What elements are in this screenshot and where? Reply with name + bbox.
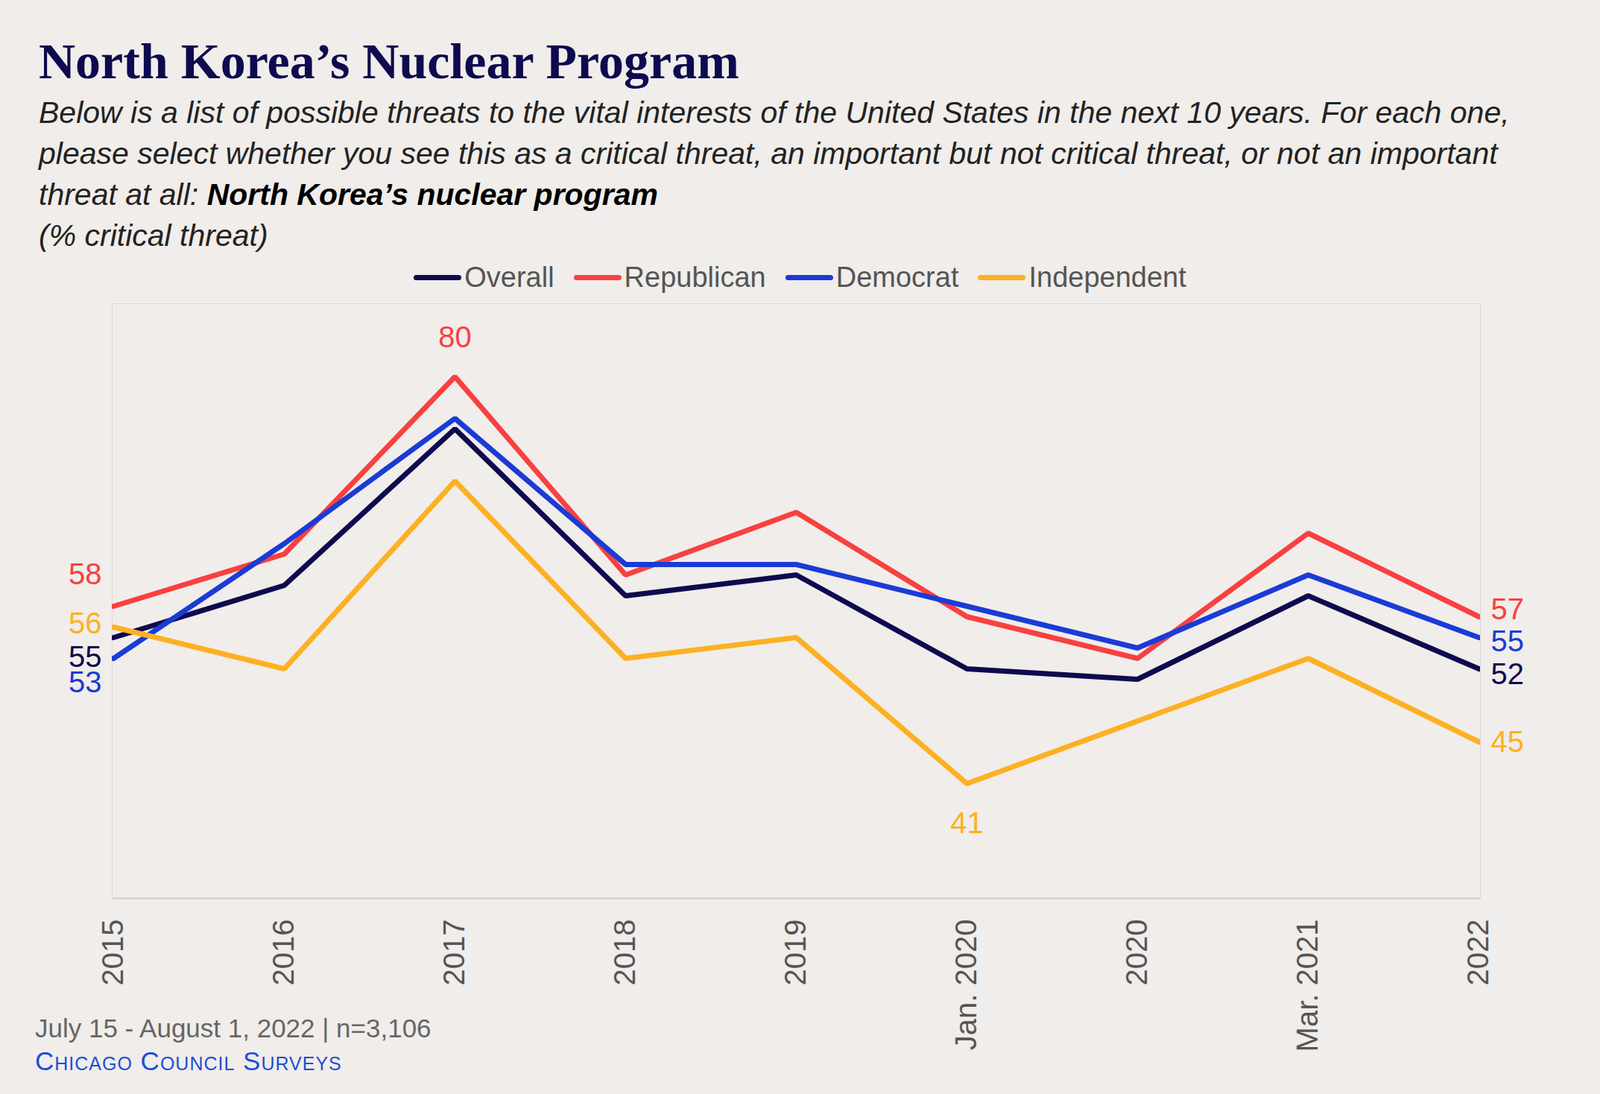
- svg-text:Jan. 2020: Jan. 2020: [949, 919, 983, 1051]
- svg-text:Mar. 2021: Mar. 2021: [1290, 919, 1324, 1053]
- svg-text:2016: 2016: [266, 919, 300, 986]
- svg-text:58: 58: [68, 557, 103, 591]
- html-text:(% critical threat): (% critical threat): [38, 218, 268, 253]
- svg-text:55: 55: [68, 640, 102, 674]
- svg-text:53: 53: [68, 665, 103, 699]
- html-text:Independent: Independent: [1028, 261, 1187, 293]
- svg-text:80: 80: [438, 320, 472, 354]
- svg-text:2019: 2019: [778, 919, 812, 986]
- svg-text:2017: 2017: [437, 919, 471, 986]
- svg-text:2020: 2020: [1120, 919, 1153, 986]
- svg-text:52: 52: [1491, 657, 1525, 691]
- html-text:Democrat: Democrat: [835, 261, 959, 293]
- html-text:Overall: Overall: [464, 261, 555, 293]
- html-text:North Korea’s Nuclear Program: North Korea’s Nuclear Program: [38, 32, 740, 90]
- html-text:July 15 - August 1, 2022 | n=3: July 15 - August 1, 2022 | n=3,106: [35, 1013, 432, 1043]
- html-text:Republican: Republican: [624, 261, 766, 293]
- svg-text:45: 45: [1491, 725, 1525, 758]
- html-text:Below is a list of possible th: Below is a list of possible threats to t…: [38, 95, 1510, 212]
- svg-text:56: 56: [68, 606, 103, 640]
- svg-text:2022: 2022: [1461, 919, 1495, 986]
- svg-text:57: 57: [1491, 592, 1525, 626]
- svg-text:55: 55: [1491, 624, 1525, 658]
- html-text:Chicago Council Surveys: Chicago Council Surveys: [35, 1046, 342, 1076]
- svg-text:41: 41: [950, 806, 984, 840]
- svg-text:2015: 2015: [96, 919, 129, 986]
- svg-text:2018: 2018: [608, 919, 641, 986]
